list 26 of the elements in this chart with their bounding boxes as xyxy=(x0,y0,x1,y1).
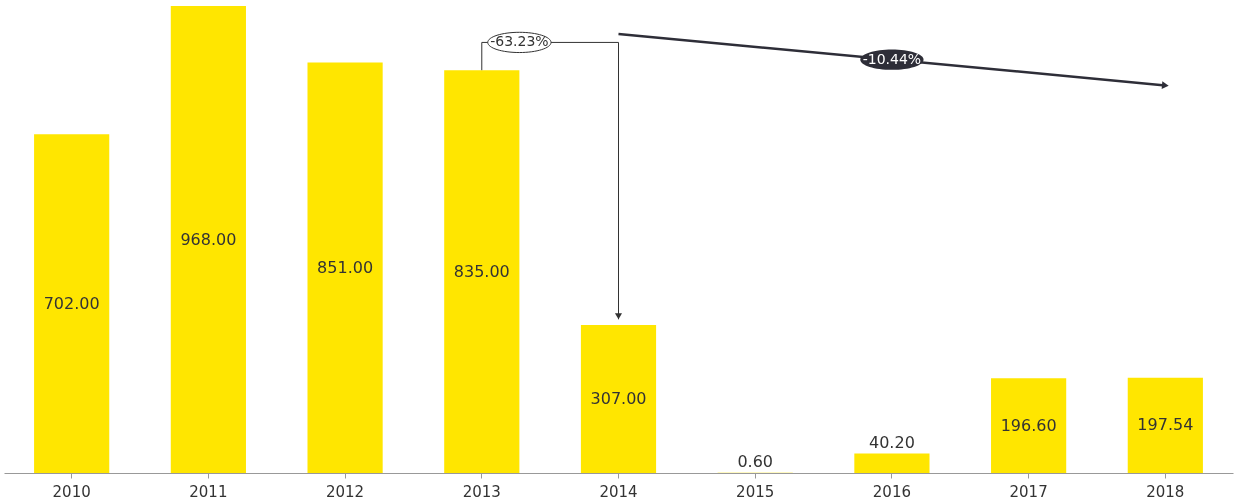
data-label: 851.00 xyxy=(317,257,374,277)
x-tick-label: 2010 xyxy=(52,482,91,501)
x-tick-label: 2016 xyxy=(872,482,912,501)
bar xyxy=(444,70,520,473)
data-label: 835.00 xyxy=(453,261,510,281)
x-tick-label: 2012 xyxy=(325,482,365,501)
data-label: 702.00 xyxy=(43,293,100,313)
data-label: 968.00 xyxy=(180,229,237,249)
data-label: 197.54 xyxy=(1137,415,1194,435)
bar xyxy=(1127,377,1203,473)
x-tick-label: 2018 xyxy=(1146,482,1185,501)
x-tick-label: 2014 xyxy=(599,482,638,501)
data-label: 196.60 xyxy=(1000,415,1057,435)
bar xyxy=(34,134,110,473)
bar xyxy=(580,324,657,473)
bar xyxy=(170,6,246,473)
x-tick-label: 2015 xyxy=(736,482,775,501)
x-tick-label: 2017 xyxy=(1009,482,1048,501)
bar xyxy=(991,378,1067,473)
data-label: 0.60 xyxy=(737,451,774,471)
data-label: 307.00 xyxy=(590,388,647,408)
x-tick-label: 2011 xyxy=(189,482,228,501)
bar xyxy=(307,62,383,473)
data-label: 40.20 xyxy=(869,432,915,452)
bar xyxy=(854,453,930,473)
x-tick-label: 2013 xyxy=(462,482,501,501)
